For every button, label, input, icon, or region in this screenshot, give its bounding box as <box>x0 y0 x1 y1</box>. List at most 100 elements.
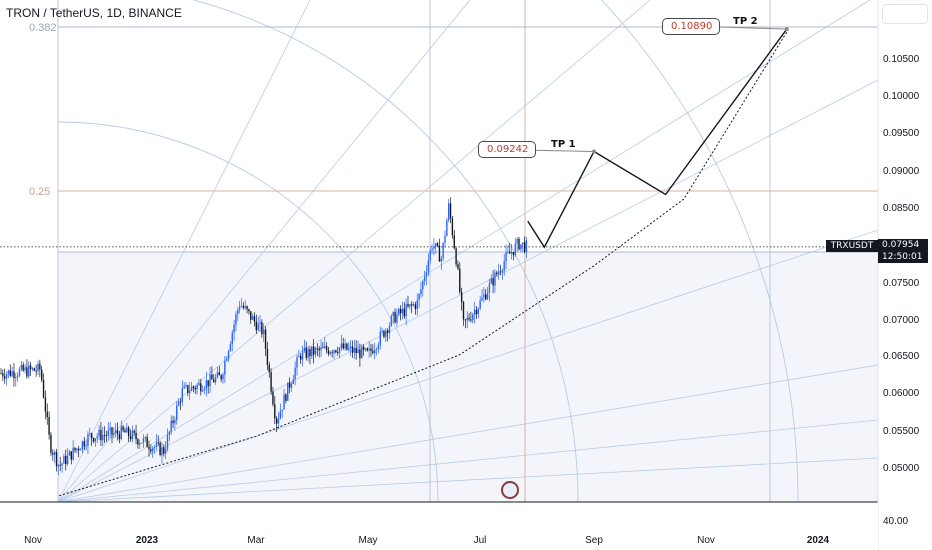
candle-body <box>337 352 339 353</box>
candle-body <box>33 368 35 371</box>
candle-body <box>522 242 524 245</box>
candle-body <box>274 404 276 419</box>
candle-body <box>224 360 226 375</box>
candle-body <box>144 437 146 439</box>
tp1-value-label: 0.09242 <box>478 141 536 158</box>
candle-body <box>340 343 343 348</box>
candle-body <box>53 452 56 455</box>
candle-body <box>237 309 239 315</box>
candle-body <box>124 430 126 433</box>
time-axis[interactable] <box>0 503 878 550</box>
gann-fan-line <box>57 0 871 503</box>
candle-body <box>244 306 246 308</box>
candle-body <box>375 349 378 350</box>
candle-body <box>196 385 198 390</box>
candle-body <box>79 449 82 451</box>
candle-body <box>287 382 289 401</box>
gann-arc <box>600 0 799 503</box>
candle-body <box>353 347 356 353</box>
candle-body <box>327 350 330 354</box>
gann-arc <box>191 0 579 503</box>
candle-body <box>31 368 34 370</box>
candle-body <box>35 370 37 372</box>
candle-body <box>407 304 409 307</box>
candle-body <box>85 445 87 447</box>
candle-body <box>296 357 298 368</box>
candle-body <box>216 372 219 378</box>
candle-body <box>446 220 448 236</box>
candle-body <box>451 218 454 236</box>
candle-body <box>177 401 180 406</box>
candle-body <box>486 292 489 300</box>
candle-body <box>448 203 450 221</box>
candle-body <box>0 373 2 375</box>
price-tick-label: 0.10000 <box>883 91 920 102</box>
candle-body <box>335 350 337 353</box>
candle-body <box>192 386 195 388</box>
candle-body <box>275 418 278 424</box>
candle-body <box>183 386 185 389</box>
candle-body <box>348 348 350 350</box>
candle-body <box>312 346 315 355</box>
candle-body <box>107 430 109 436</box>
candle-body <box>4 376 6 379</box>
candle-body <box>460 291 463 302</box>
candle-body <box>324 346 326 348</box>
candle-body <box>78 448 80 451</box>
candle-body <box>87 434 89 446</box>
candle-body <box>364 348 367 350</box>
candle-body <box>233 324 235 333</box>
time-tick-label: Nov <box>697 535 715 546</box>
candle-body <box>277 418 280 424</box>
candle-body <box>496 272 498 275</box>
candle-body <box>523 242 526 252</box>
candle-body <box>90 433 93 438</box>
candle-body <box>411 304 413 306</box>
candle-body <box>103 434 106 436</box>
candle-body <box>366 348 368 351</box>
candle-body <box>72 447 74 460</box>
candle-body <box>492 278 494 286</box>
price-axis[interactable] <box>878 0 932 550</box>
candle-body <box>307 349 309 358</box>
candle-body <box>179 401 182 403</box>
candle-body <box>292 379 294 384</box>
candle-body <box>414 304 417 309</box>
candle-body <box>377 344 380 350</box>
candle-body <box>261 322 263 335</box>
settings-button[interactable] <box>882 4 928 24</box>
price-tick-label: 0.06500 <box>883 351 920 362</box>
candle-body <box>290 383 293 388</box>
candle-body <box>15 376 17 379</box>
fib-label: 0.382 <box>29 22 57 34</box>
candle-body <box>453 235 455 249</box>
current-price-value: 0.07954 <box>882 240 920 250</box>
candle-body <box>503 261 505 271</box>
time-tick-label: Sep <box>585 535 603 546</box>
candle-body <box>92 437 95 442</box>
candle-body <box>227 351 230 360</box>
candle-body <box>139 443 141 445</box>
gann-fan-line <box>57 0 311 503</box>
gann-fan-line <box>57 457 879 503</box>
us-flag-icon[interactable] <box>501 481 519 499</box>
candle-body <box>346 343 348 350</box>
tp2-value-label: 0.10890 <box>662 18 720 35</box>
candle-body <box>231 332 233 345</box>
candle-body <box>516 238 518 244</box>
candle-body <box>374 349 376 354</box>
candle-body <box>438 245 441 262</box>
candle-body <box>501 270 504 273</box>
candle-body <box>338 347 341 353</box>
candle-body <box>76 448 78 451</box>
candle-body <box>61 463 63 466</box>
time-tick-label: 2024 <box>807 535 830 546</box>
candle-body <box>240 305 243 307</box>
candle-body <box>235 314 237 325</box>
candle-body <box>65 456 67 465</box>
candle-body <box>172 420 174 424</box>
candle-body <box>386 330 389 334</box>
candle-body <box>423 276 426 281</box>
